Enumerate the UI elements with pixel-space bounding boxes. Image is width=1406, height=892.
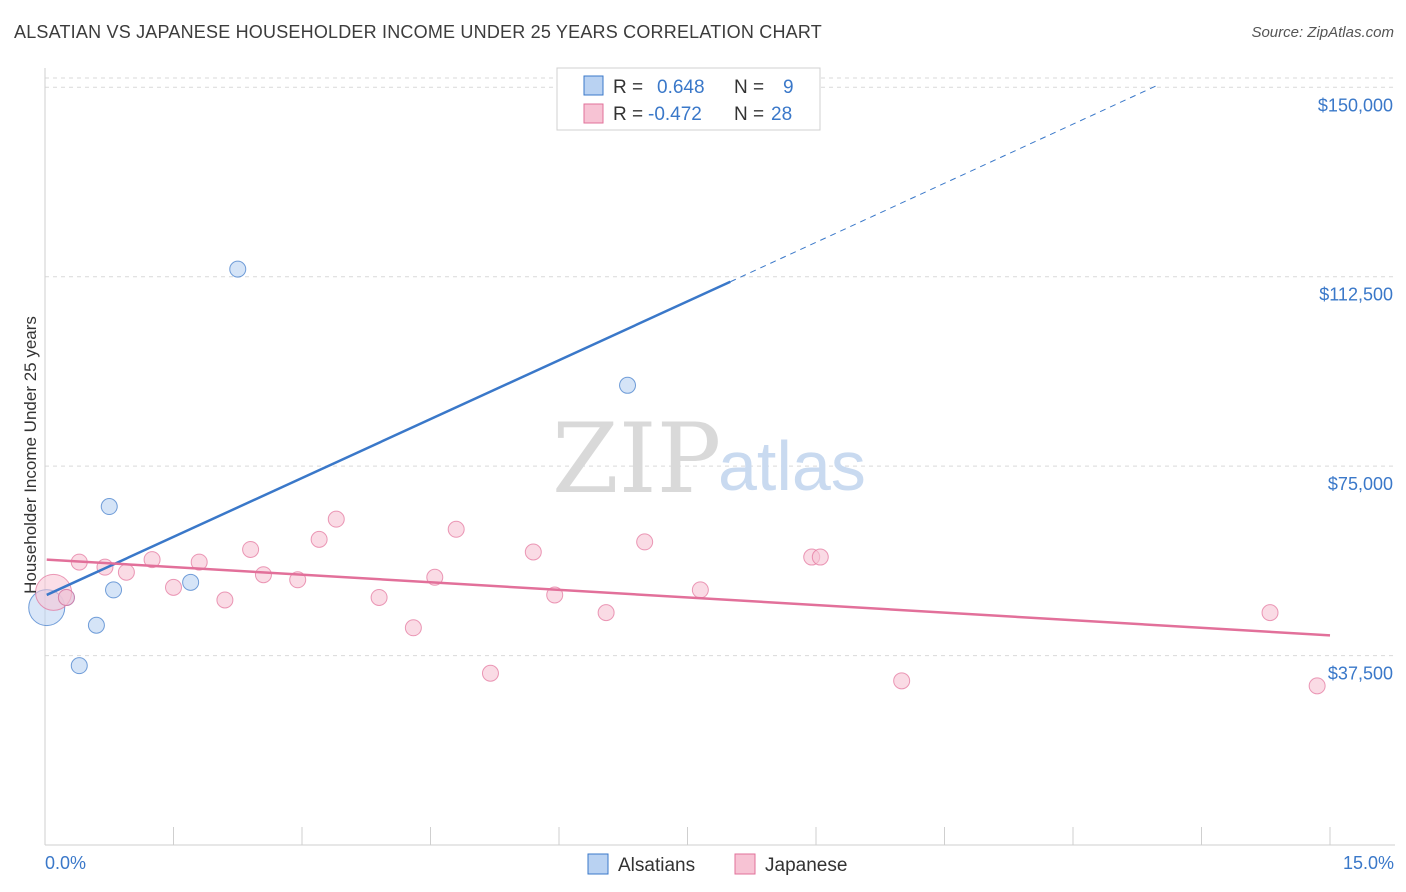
- y-axis-title: Householder Income Under 25 years: [21, 316, 40, 594]
- japanese-point: [165, 578, 182, 596]
- japanese-point: [524, 543, 542, 561]
- alsatians-r-label: R =: [613, 77, 643, 98]
- japanese-point: [190, 553, 208, 571]
- x-tick-label-min: 0.0%: [45, 853, 86, 873]
- alsatians-r-value: 0.648: [657, 77, 705, 98]
- japanese-point: [117, 563, 135, 581]
- y-tick-label: $37,500: [1328, 664, 1393, 684]
- japanese-point: [1261, 604, 1279, 622]
- grid-lines: [45, 77, 1395, 657]
- y-tick-label: $150,000: [1318, 95, 1393, 115]
- legend-alsatians-label: Alsatians: [618, 855, 695, 876]
- japanese-point: [636, 533, 654, 551]
- alsatians-swatch-icon: [583, 75, 604, 96]
- alsatians-point: [100, 498, 118, 516]
- y-tick-label: $112,500: [1319, 285, 1393, 305]
- japanese-point: [691, 581, 709, 599]
- alsatians-point: [87, 616, 105, 634]
- japanese-point: [310, 530, 328, 548]
- japanese-point: [597, 604, 615, 622]
- watermark-atlas: atlas: [718, 427, 866, 505]
- alsatians-point: [229, 260, 247, 278]
- y-tick-labels: $37,500 $75,000 $112,500 $150,000: [1318, 95, 1393, 683]
- japanese-point: [370, 588, 388, 606]
- axes: [44, 68, 1395, 846]
- japanese-trend-line: [46, 558, 1331, 637]
- japanese-point: [242, 540, 260, 558]
- alsatians-point: [70, 657, 88, 675]
- japanese-point: [404, 619, 422, 637]
- alsatians-point: [182, 573, 200, 591]
- alsatians-point: [105, 581, 123, 599]
- watermark: ZIP atlas: [552, 403, 866, 515]
- japanese-swatch-icon: [583, 103, 604, 124]
- legend-japanese-label: Japanese: [765, 855, 847, 876]
- japanese-point: [143, 551, 161, 569]
- japanese-point: [893, 672, 911, 690]
- alsatians-point: [619, 376, 637, 394]
- x-tick-labels: 0.0% 15.0%: [45, 853, 1394, 873]
- japanese-n-label: N =: [734, 104, 764, 125]
- series-legend: Alsatians Japanese: [587, 853, 847, 876]
- japanese-point: [481, 664, 499, 682]
- stats-legend: R = 0.648 N = 9 R = -0.472 N = 28: [556, 67, 821, 131]
- trend-lines: [46, 84, 1331, 637]
- japanese-n-value: 28: [771, 104, 792, 125]
- japanese-point: [57, 588, 75, 606]
- japanese-point: [254, 566, 272, 584]
- japanese-r-value: -0.472: [648, 104, 702, 125]
- japanese-point: [1308, 677, 1326, 695]
- watermark-zip: ZIP: [552, 403, 721, 515]
- japanese-point: [447, 520, 465, 538]
- japanese-point: [327, 510, 345, 528]
- source-credit: Source: ZipAtlas.com: [1251, 24, 1394, 41]
- alsatians-n-value: 9: [783, 77, 794, 98]
- japanese-point: [216, 591, 234, 609]
- japanese-r-label: R =: [613, 104, 643, 125]
- chart-title: ALSATIAN VS JAPANESE HOUSEHOLDER INCOME …: [14, 22, 822, 42]
- x-tick-label-max: 15.0%: [1343, 853, 1394, 873]
- legend-japanese-icon: [734, 853, 756, 875]
- y-tick-label: $75,000: [1328, 474, 1393, 494]
- alsatians-trend-extension: [730, 84, 1159, 283]
- legend-alsatians-icon: [587, 853, 609, 875]
- alsatians-n-label: N =: [734, 77, 764, 98]
- alsatians-trend-line: [46, 280, 731, 597]
- japanese-point: [811, 548, 829, 566]
